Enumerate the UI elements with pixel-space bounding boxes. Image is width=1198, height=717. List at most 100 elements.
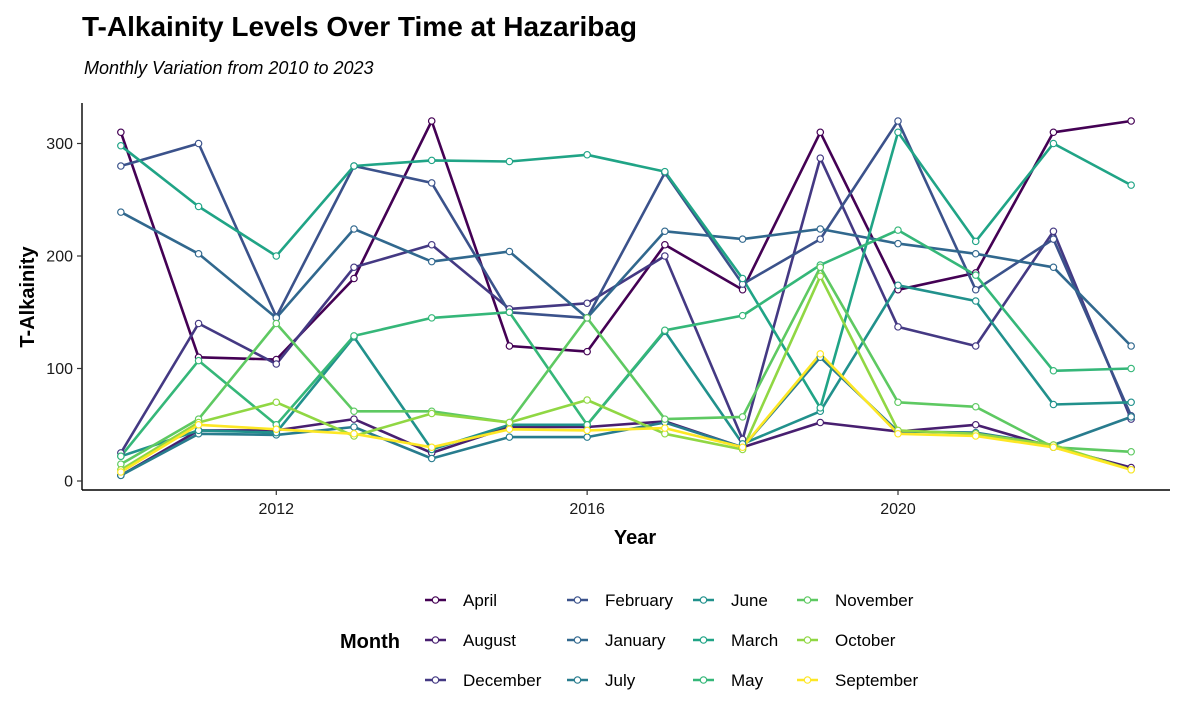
data-point-march — [350, 162, 358, 170]
legend-marker — [573, 676, 582, 684]
data-point-february — [971, 285, 980, 294]
data-point-may — [1049, 366, 1058, 375]
data-point-september — [505, 425, 514, 434]
data-point-november — [272, 319, 281, 328]
data-point-november — [894, 398, 902, 407]
data-point-april — [427, 117, 436, 125]
data-point-april — [661, 240, 669, 249]
y-tick-label: 0 — [64, 474, 73, 491]
data-point-march — [427, 156, 436, 165]
data-point-january — [738, 235, 747, 243]
legend-label: August — [463, 631, 516, 650]
y-tick-label: 300 — [46, 136, 73, 153]
data-point-august — [350, 415, 358, 423]
data-point-september — [583, 426, 591, 435]
data-point-april — [583, 347, 591, 356]
data-point-november — [738, 413, 747, 421]
data-point-april — [1127, 117, 1135, 125]
data-point-january — [505, 247, 514, 256]
data-point-january — [1127, 342, 1135, 350]
y-tick-label: 200 — [46, 249, 73, 266]
data-point-july — [1127, 413, 1135, 421]
data-point-may — [894, 226, 902, 234]
legend-items: April August December February January July Ju… — [425, 591, 918, 690]
legend-label: January — [605, 631, 666, 650]
legend-label: October — [835, 631, 896, 650]
data-point-may — [1127, 364, 1135, 373]
data-point-october — [816, 272, 825, 281]
x-tick-label: 2020 — [880, 501, 916, 518]
legend-title: Month — [340, 631, 400, 653]
data-point-february — [816, 235, 825, 243]
legend-label: May — [731, 671, 764, 690]
legend-item-april: April — [425, 591, 497, 610]
data-point-january — [117, 208, 125, 216]
legend-marker — [431, 596, 440, 604]
data-point-october — [583, 396, 591, 404]
data-point-march — [738, 274, 747, 283]
data-point-june — [894, 281, 902, 290]
data-point-march — [1049, 139, 1058, 148]
data-point-june — [1049, 400, 1058, 409]
legend-marker — [431, 676, 440, 684]
data-point-november — [661, 415, 669, 423]
series-line-october — [120, 274, 1132, 472]
series-line-august — [120, 417, 1132, 477]
data-point-july — [505, 433, 514, 441]
data-point-april — [505, 342, 514, 350]
series-lines — [119, 119, 1133, 477]
data-point-november — [1127, 447, 1135, 456]
legend-item-january: January — [567, 631, 666, 650]
x-axis-title: Year — [614, 527, 656, 549]
legend-marker — [803, 636, 812, 644]
data-point-september — [272, 425, 281, 434]
data-point-march — [583, 150, 591, 159]
data-point-july — [350, 423, 358, 431]
legend-label: November — [835, 591, 914, 610]
data-point-september — [738, 443, 747, 452]
data-point-may — [350, 332, 358, 340]
data-point-december — [971, 342, 980, 350]
series-points — [117, 117, 1135, 480]
data-point-october — [272, 398, 281, 407]
legend-marker — [431, 636, 440, 644]
y-ticks: 0 100 200 300 — [46, 136, 82, 491]
data-point-june — [1127, 398, 1135, 407]
legend-label: September — [835, 671, 918, 690]
data-point-march — [971, 237, 980, 246]
series-line-january — [120, 210, 1133, 347]
data-point-january — [661, 227, 669, 236]
series-line-november — [120, 265, 1132, 466]
data-point-december — [194, 319, 203, 328]
data-point-january — [350, 225, 358, 233]
legend-item-november: November — [797, 591, 914, 610]
data-point-october — [427, 409, 436, 418]
data-point-february — [1049, 235, 1058, 243]
legend-item-june: June — [693, 591, 768, 610]
legend-item-july: July — [567, 671, 636, 690]
data-point-september — [194, 420, 203, 429]
data-point-march — [272, 252, 281, 260]
data-point-december — [816, 154, 825, 162]
legend-item-may: May — [693, 671, 764, 690]
y-axis-title: T-Alkainity — [17, 246, 39, 348]
data-point-december — [583, 299, 591, 308]
legend-label: March — [731, 631, 778, 650]
data-point-december — [272, 360, 281, 368]
data-point-december — [1049, 227, 1058, 236]
data-point-december — [894, 323, 902, 331]
data-point-november — [350, 407, 358, 416]
data-point-may — [427, 314, 436, 322]
data-point-march — [894, 128, 902, 137]
data-point-march — [1127, 181, 1135, 189]
data-point-january — [816, 225, 825, 233]
data-point-january — [894, 239, 902, 248]
data-point-september — [971, 432, 980, 440]
data-point-october — [505, 418, 514, 427]
legend-marker — [803, 596, 812, 604]
legend-label: February — [605, 591, 674, 610]
data-point-april — [117, 128, 125, 137]
data-point-february — [117, 162, 125, 170]
data-point-august — [816, 418, 825, 427]
data-point-september — [816, 350, 825, 358]
